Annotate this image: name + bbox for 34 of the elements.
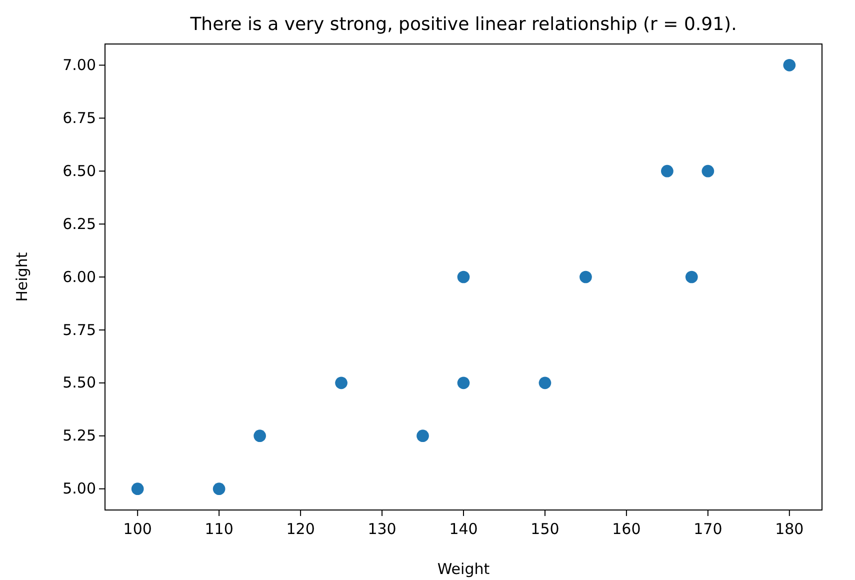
point xyxy=(580,270,592,284)
point xyxy=(457,270,470,284)
point xyxy=(416,430,429,442)
y-tick-label: 5.75 xyxy=(62,320,96,339)
y-tick-label: 6.00 xyxy=(62,268,96,286)
point xyxy=(335,376,348,390)
point xyxy=(538,376,552,390)
point xyxy=(212,482,226,495)
point xyxy=(702,164,714,178)
y-tick-label: 5.25 xyxy=(62,426,96,445)
point xyxy=(783,59,796,72)
x-axis-title: Weight xyxy=(437,560,490,578)
y-axis-title: Height xyxy=(13,252,31,302)
y-tick-label: 7.00 xyxy=(62,56,96,74)
x-tick-label: 150 xyxy=(530,520,560,538)
x-tick-label: 100 xyxy=(123,520,152,538)
chart-title: There is a very strong, positive linear relationship (r = 0.91). xyxy=(189,14,737,35)
point xyxy=(457,376,470,390)
x-tick-label: 140 xyxy=(449,520,478,538)
point xyxy=(661,164,674,178)
x-tick-label: 160 xyxy=(612,520,641,538)
y-tick-label: 6.50 xyxy=(62,162,96,180)
y-tick-label: 6.75 xyxy=(62,108,96,127)
x-tick-label: 130 xyxy=(368,520,396,538)
point xyxy=(254,430,266,442)
x-tick-label: 120 xyxy=(286,520,315,538)
y-tick-label: 5.50 xyxy=(62,374,96,392)
point xyxy=(685,270,698,284)
x-tick-label: 110 xyxy=(204,520,234,538)
y-tick-label: 5.00 xyxy=(62,480,96,498)
y-tick-label: 6.25 xyxy=(62,214,96,233)
point xyxy=(131,482,144,495)
x-tick-label: 180 xyxy=(775,520,804,538)
x-tick-label: 170 xyxy=(694,520,722,538)
